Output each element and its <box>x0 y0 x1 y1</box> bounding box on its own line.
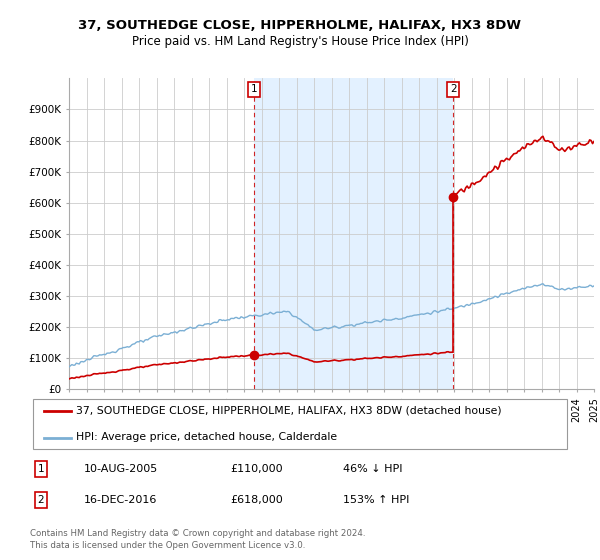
Text: 2: 2 <box>450 84 457 94</box>
Bar <box>254 78 453 389</box>
Text: £618,000: £618,000 <box>230 495 283 505</box>
Text: 10-AUG-2005: 10-AUG-2005 <box>84 464 158 474</box>
Text: £110,000: £110,000 <box>230 464 283 474</box>
Text: 37, SOUTHEDGE CLOSE, HIPPERHOLME, HALIFAX, HX3 8DW (detached house): 37, SOUTHEDGE CLOSE, HIPPERHOLME, HALIFA… <box>76 406 502 416</box>
FancyBboxPatch shape <box>33 399 568 449</box>
Text: Contains HM Land Registry data © Crown copyright and database right 2024.: Contains HM Land Registry data © Crown c… <box>30 529 365 538</box>
Text: 16-DEC-2016: 16-DEC-2016 <box>84 495 157 505</box>
Text: 1: 1 <box>37 464 44 474</box>
Text: 37, SOUTHEDGE CLOSE, HIPPERHOLME, HALIFAX, HX3 8DW: 37, SOUTHEDGE CLOSE, HIPPERHOLME, HALIFA… <box>79 18 521 32</box>
Text: 2: 2 <box>37 495 44 505</box>
Text: 46% ↓ HPI: 46% ↓ HPI <box>343 464 403 474</box>
Text: Price paid vs. HM Land Registry's House Price Index (HPI): Price paid vs. HM Land Registry's House … <box>131 35 469 49</box>
Text: This data is licensed under the Open Government Licence v3.0.: This data is licensed under the Open Gov… <box>30 541 305 550</box>
Text: 1: 1 <box>251 84 257 94</box>
Text: HPI: Average price, detached house, Calderdale: HPI: Average price, detached house, Cald… <box>76 432 337 442</box>
Text: 153% ↑ HPI: 153% ↑ HPI <box>343 495 410 505</box>
